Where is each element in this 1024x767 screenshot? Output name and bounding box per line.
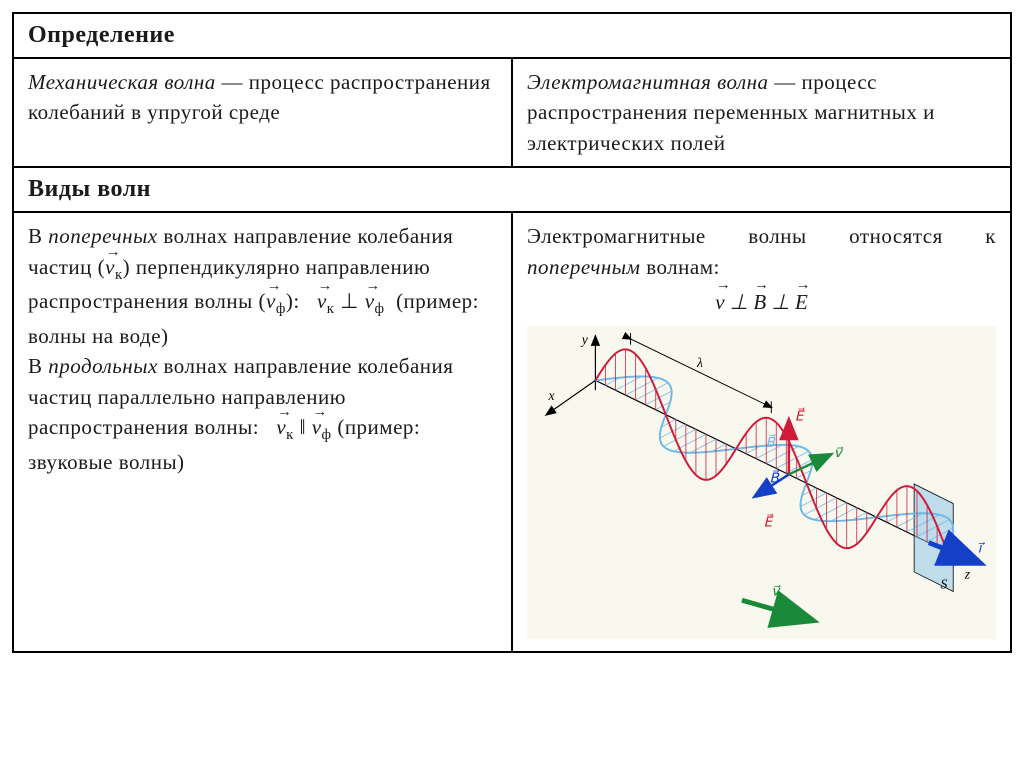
header-wavetypes: Виды волн [13,167,1011,212]
header-definition: Определение [13,13,1011,58]
svg-text:y: y [580,332,589,347]
cell-em-def: Электромагнитная волна — процесс распрос… [512,58,1011,167]
em-wave-diagram: yxzSλE⃗v⃗B⃗B⃗E⃗i⃗v⃗ [527,323,996,643]
em-perp-formula: v ⊥ B ⊥ E [527,290,996,315]
svg-text:x: x [547,388,554,403]
svg-text:S: S [941,577,948,592]
cell-em-transverse: Электромагнитные волны относятся к попер… [512,212,1011,652]
physics-table: Определение Механическая волна — процесс… [12,12,1012,653]
svg-text:B⃗: B⃗ [769,469,780,485]
svg-text:B⃗: B⃗ [765,434,776,450]
cell-mechanical-def: Механическая волна — процесс распростран… [13,58,512,167]
cell-transverse-longitudinal: В поперечных волнах направление колебани… [13,212,512,652]
em-transverse-text: Электромагнитные волны относятся к попер… [527,221,996,282]
svg-text:λ: λ [696,355,703,370]
svg-text:z: z [964,567,971,582]
